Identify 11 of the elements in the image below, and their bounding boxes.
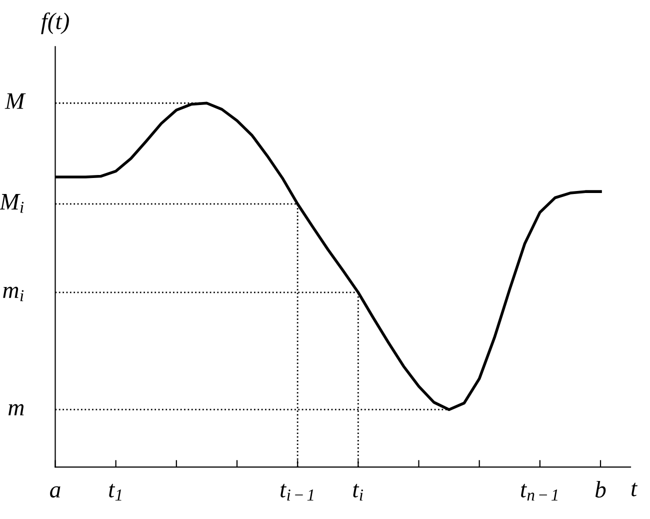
ref-line-label: m [8,404,24,416]
x-axis-title: t [632,482,638,496]
ref-line-label: M [4,93,26,109]
x-tick-label: a [50,486,60,498]
x-tick-label: b [595,480,606,498]
ref-line-label: m$_{i}$ [3,286,24,302]
x-tick-label: t$_{i−1}$ [280,484,314,500]
x-tick-label: t$_{n−1}$ [521,484,558,500]
x-tick-label: t$_{i}$ [353,484,363,500]
x-tick-label: t$_{1}$ [109,484,122,500]
y-axis-title: f(t) [41,12,69,34]
